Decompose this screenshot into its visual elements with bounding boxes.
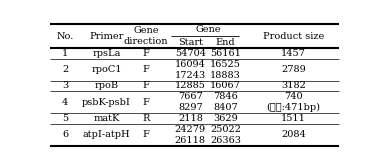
Text: psbK-psbI: psbK-psbI — [82, 98, 131, 107]
Text: 6: 6 — [62, 130, 68, 139]
Text: 12885: 12885 — [175, 81, 206, 90]
Text: F: F — [143, 81, 150, 90]
Text: 5: 5 — [62, 114, 68, 123]
Text: 24279: 24279 — [175, 125, 206, 134]
Text: atpI-atpH: atpI-atpH — [82, 130, 130, 139]
Text: 8407: 8407 — [213, 103, 238, 112]
Text: 8297: 8297 — [178, 103, 203, 112]
Text: 1: 1 — [62, 49, 68, 58]
Text: 2789: 2789 — [281, 65, 306, 74]
Text: 26118: 26118 — [175, 136, 206, 145]
Text: Start: Start — [178, 38, 203, 47]
Text: 4: 4 — [62, 98, 68, 107]
Text: 2: 2 — [62, 65, 68, 74]
Text: F: F — [143, 65, 150, 74]
Text: End: End — [216, 38, 236, 47]
Text: 16094: 16094 — [175, 60, 206, 69]
Text: matK: matK — [93, 114, 120, 123]
Text: 3629: 3629 — [213, 114, 238, 123]
Text: Product size: Product size — [263, 32, 324, 40]
Text: F: F — [143, 49, 150, 58]
Text: 7846: 7846 — [213, 92, 238, 101]
Text: Primer: Primer — [89, 32, 124, 40]
Text: 16525: 16525 — [210, 60, 241, 69]
Text: 25022: 25022 — [210, 125, 241, 134]
Text: 7667: 7667 — [178, 92, 203, 101]
Text: Gene: Gene — [195, 25, 221, 34]
Text: 16067: 16067 — [210, 81, 241, 90]
Text: 17243: 17243 — [175, 71, 206, 80]
Text: 26363: 26363 — [210, 136, 241, 145]
Text: 54704: 54704 — [175, 49, 206, 58]
Text: rpsLa: rpsLa — [92, 49, 120, 58]
Text: No.: No. — [57, 32, 74, 40]
Text: R: R — [142, 114, 150, 123]
Text: rpoC1: rpoC1 — [91, 65, 122, 74]
Text: 1457: 1457 — [281, 49, 306, 58]
Text: Gene
direction: Gene direction — [124, 26, 168, 46]
Text: 3182: 3182 — [281, 81, 306, 90]
Text: F: F — [143, 130, 150, 139]
Text: 1511: 1511 — [281, 114, 306, 123]
Text: F: F — [143, 98, 150, 107]
Text: 2084: 2084 — [281, 130, 306, 139]
Text: 740
(예상:471bp): 740 (예상:471bp) — [266, 92, 320, 112]
Text: rpoB: rpoB — [94, 81, 119, 90]
Text: 18883: 18883 — [210, 71, 241, 80]
Text: 2118: 2118 — [178, 114, 203, 123]
Text: 3: 3 — [62, 81, 68, 90]
Text: 56161: 56161 — [210, 49, 241, 58]
